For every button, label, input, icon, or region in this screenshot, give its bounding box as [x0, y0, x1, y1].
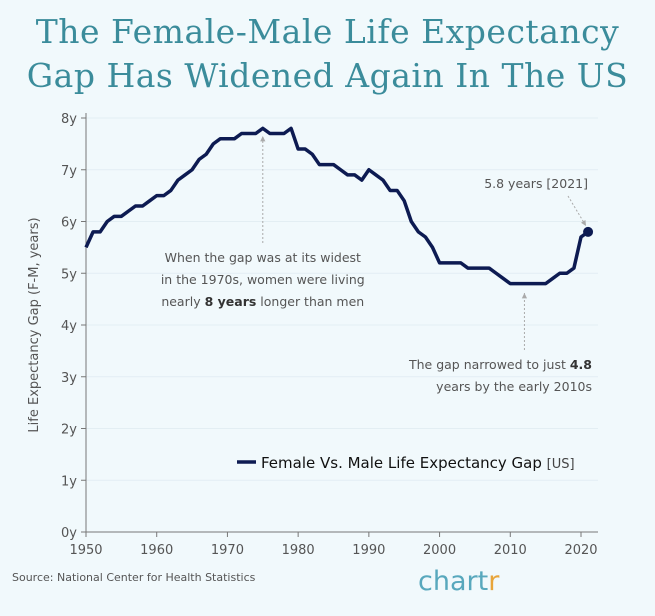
x-tick-label: 1950 — [69, 543, 102, 558]
x-tick-label: 2000 — [423, 543, 456, 558]
annotation-arrowhead — [580, 220, 586, 226]
y-tick-label: 0y — [61, 526, 77, 541]
x-tick-label: 2020 — [564, 543, 597, 558]
annotation-text: When the gap was at its widest — [165, 250, 361, 265]
x-tick-label: 1970 — [211, 543, 244, 558]
annotation-text: nearly 8 years longer than men — [161, 294, 364, 309]
y-axis-label: Life Expectancy Gap (F-M, years) — [27, 217, 42, 432]
source-note: Source: National Center for Health Stati… — [12, 571, 256, 584]
y-tick-label: 6y — [61, 216, 77, 231]
annotation-arrow-line — [567, 195, 587, 227]
annotation-text: The gap narrowed to just 4.8 — [408, 357, 592, 372]
title-line-1: The Female-Male Life Expectancy — [35, 12, 620, 51]
y-tick-label: 4y — [61, 319, 77, 334]
title-line-2: Gap Has Widened Again In The US — [26, 56, 629, 95]
x-tick-label: 1980 — [282, 543, 315, 558]
chart-title: The Female-Male Life Expectancy Gap Has … — [0, 10, 655, 98]
y-tick-label: 1y — [61, 474, 77, 489]
legend-label: Female Vs. Male Life Expectancy Gap [US] — [261, 454, 575, 472]
gap-series-line — [84, 126, 590, 286]
chartr-logo: chartr — [418, 566, 500, 597]
annotation-text: 5.8 years [2021] — [484, 176, 588, 191]
annotation-arrowhead — [260, 136, 266, 142]
y-tick-label: 3y — [61, 371, 77, 386]
data-point — [583, 226, 594, 237]
y-tick-label: 2y — [61, 423, 77, 438]
y-tick-label: 7y — [61, 164, 77, 179]
annotation-text: in the 1970s, women were living — [161, 272, 365, 287]
y-tick-label: 8y — [61, 112, 77, 127]
x-tick-label: 1960 — [140, 543, 173, 558]
x-tick-label: 1990 — [352, 543, 385, 558]
annotation-arrowhead — [521, 293, 528, 299]
x-tick-label: 2010 — [494, 543, 527, 558]
annotation-text: years by the early 2010s — [436, 379, 592, 394]
y-tick-label: 5y — [61, 267, 77, 282]
